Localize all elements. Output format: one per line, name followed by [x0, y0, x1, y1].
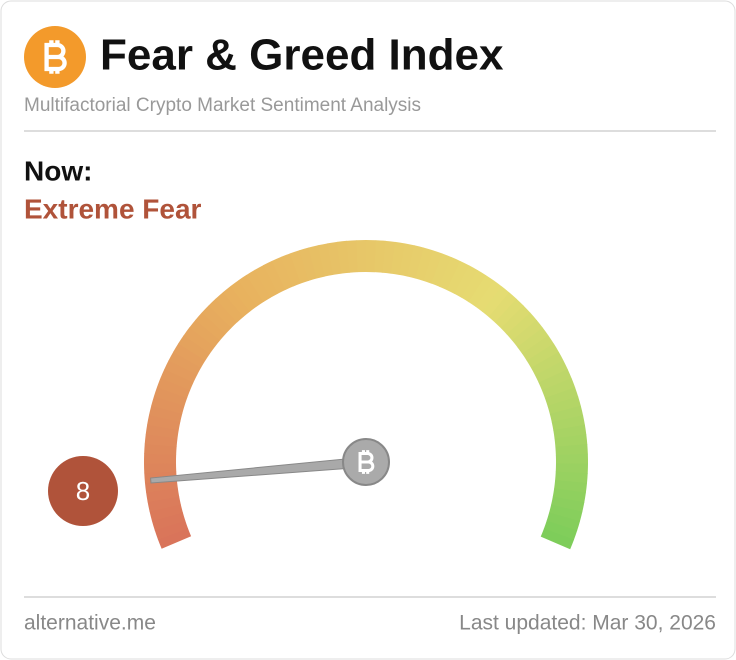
gauge-segment	[415, 247, 434, 281]
gauge-segment	[151, 395, 185, 414]
gauge-segment	[254, 265, 279, 298]
gauge: 8	[48, 240, 588, 550]
gauge-segment	[446, 260, 470, 294]
gauge-segment	[534, 360, 568, 383]
gauge-segment	[215, 292, 244, 323]
gauge-segment	[517, 327, 549, 355]
gauge-segment	[423, 250, 443, 284]
gauge-segment	[544, 387, 579, 407]
gauge-segment	[366, 240, 377, 273]
gauge-segment	[555, 463, 588, 474]
gauge-segment	[546, 512, 580, 531]
gauge-segment	[461, 270, 487, 303]
gauge-segment	[168, 351, 202, 376]
gauge-segment	[317, 243, 334, 277]
gauge-segment	[145, 424, 179, 439]
gauge-segment	[551, 415, 585, 431]
gauge-segment	[157, 528, 192, 549]
gauge-segment	[298, 247, 318, 281]
gauge-segment	[308, 245, 326, 279]
source: alternative.me	[24, 612, 156, 635]
title: Fear & Greed Index	[100, 31, 504, 80]
gauge-segment	[201, 305, 232, 335]
gauge-segment	[555, 453, 588, 465]
gauge-segment	[494, 298, 524, 329]
gauge-segment	[173, 343, 206, 368]
gauge-segment	[482, 286, 510, 318]
gauge-segment	[540, 528, 574, 550]
gauge-segment	[144, 462, 177, 474]
value-badge	[48, 456, 118, 526]
gauge-segment	[149, 504, 183, 522]
gauge-segment	[374, 240, 386, 273]
gauge-segment	[195, 312, 226, 341]
subtitle: Multifactorial Crypto Market Sentiment A…	[24, 95, 421, 116]
logo-icon	[44, 40, 67, 74]
gauge-segment	[555, 471, 588, 484]
gauge-segment	[178, 335, 211, 361]
gauge-segment	[148, 405, 183, 422]
gauge-segment	[431, 253, 452, 287]
gauge-segment	[144, 453, 177, 464]
gauge-segment	[454, 265, 478, 298]
gauge-segment	[439, 257, 461, 291]
gauge-segment	[399, 243, 415, 277]
gauge-segment	[356, 240, 367, 273]
gauge-segment	[327, 241, 342, 275]
gauge-segment	[336, 240, 350, 274]
gauge-segment	[208, 298, 238, 329]
gauge-segment	[526, 343, 560, 369]
gauge-segment	[189, 319, 221, 347]
gauge-segment	[549, 504, 583, 522]
hub-icon	[358, 450, 375, 474]
gauge-segment	[543, 520, 578, 541]
gauge-segment	[468, 275, 495, 307]
gauge-segment	[144, 443, 177, 456]
now-label: Now:	[24, 155, 92, 186]
gauge-segment	[147, 496, 181, 512]
gauge-segment	[271, 256, 294, 290]
gauge-segment	[500, 305, 531, 335]
gauge-segment	[547, 396, 581, 415]
gauge-segment	[488, 292, 517, 323]
gauge-segment	[263, 260, 286, 294]
gauge-segment	[289, 250, 310, 284]
gauge-segment	[160, 368, 194, 391]
gauge-segment	[554, 479, 588, 494]
gauge-segment	[538, 369, 572, 391]
gauge-segment	[164, 360, 198, 383]
gauge-segment	[154, 520, 189, 540]
value-label: 8	[76, 476, 90, 506]
gauge-segment	[522, 335, 555, 361]
gauge-segment	[554, 434, 588, 448]
gauge-segment	[238, 274, 264, 307]
gauge-segment	[156, 377, 191, 398]
classification: Extreme Fear	[24, 193, 202, 224]
gauge-segment	[407, 245, 425, 279]
gauge-segment	[183, 327, 216, 354]
gauge-segment	[280, 253, 302, 287]
gauge-segment	[151, 512, 186, 531]
gauge-segment	[512, 319, 543, 348]
gauge-segment	[222, 285, 251, 317]
gauge-segment	[147, 414, 181, 431]
gauge-segment	[552, 488, 586, 503]
gauge-segment	[541, 378, 576, 399]
gauge-segment	[346, 240, 359, 273]
last-updated: Last updated: Mar 30, 2026	[459, 612, 716, 635]
gauge-segment	[475, 280, 503, 312]
gauge-segment	[506, 312, 537, 341]
gauge-segment	[530, 351, 564, 376]
gauge-segment	[549, 405, 584, 423]
gauge-segment	[555, 444, 588, 456]
gauge-segment	[230, 280, 257, 312]
gauge-segment	[153, 386, 188, 406]
gauge-segment	[551, 496, 585, 513]
gauge-segment	[553, 424, 587, 439]
gauge-segment	[390, 241, 406, 275]
gauge-segment	[246, 269, 271, 303]
